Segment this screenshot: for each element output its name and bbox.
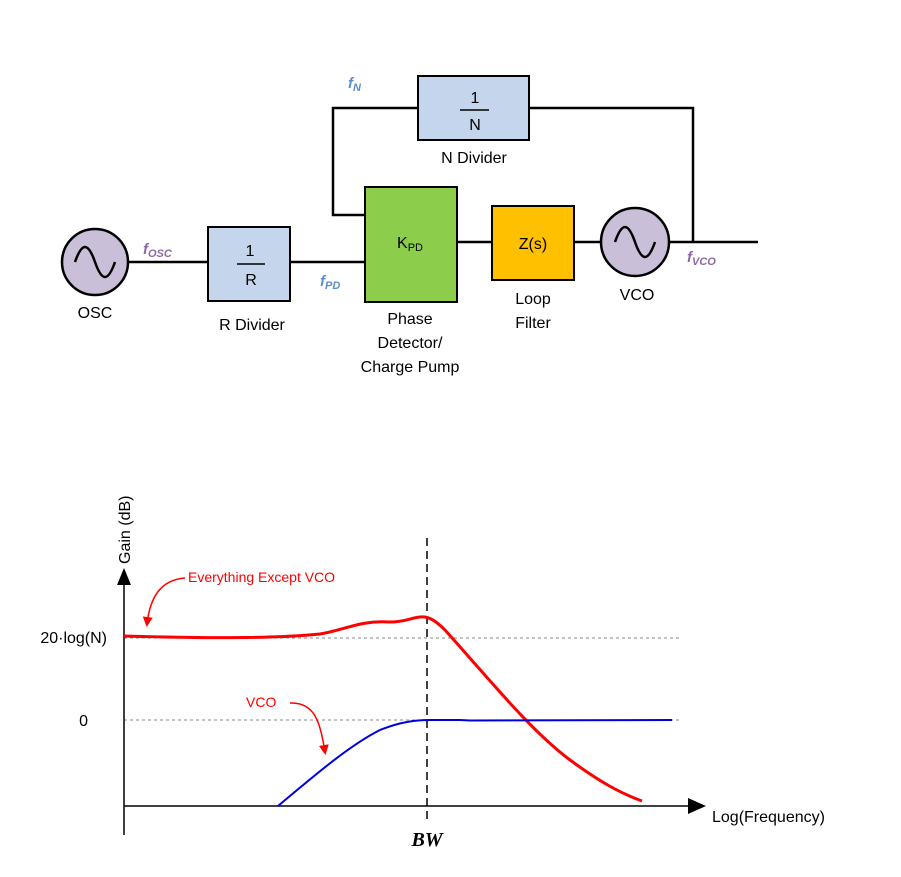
annotation-arrow-red (142, 577, 186, 627)
sine-wave-icon (613, 225, 657, 259)
wires (129, 106, 758, 264)
signal-fvco: fVCO (687, 249, 716, 268)
series-vco (277, 719, 673, 807)
bw-label: BW (410, 829, 443, 851)
sine-wave-icon (73, 245, 117, 279)
y-axis-arrow (117, 568, 131, 585)
signal-fpd: fPD (320, 273, 340, 292)
annotation-vco: VCO (246, 694, 276, 710)
vco-block: VCO (599, 206, 671, 304)
x-axis-arrow (688, 798, 706, 814)
n-divider-label: N Divider (441, 150, 507, 167)
block-diagram: OSC 1 R R Divider 1 N N Divider KPD Phas… (60, 75, 758, 376)
r-divider-label: R Divider (219, 317, 285, 334)
loop-filter-label-line-1: Loop (515, 291, 551, 308)
y-tick-zero: 0 (79, 713, 88, 730)
n-divider-box (417, 75, 530, 141)
n-divider-block: 1 N N Divider (417, 75, 530, 167)
phase-detector-box (364, 186, 458, 303)
series-everything-except-vco (123, 615, 643, 803)
r-divider-denominator: R (245, 272, 257, 289)
y-tick-20logn: 20·log(N) (40, 630, 107, 647)
loop-filter-block: Z(s) Loop Filter (491, 205, 575, 332)
r-divider-block: 1 R R Divider (207, 226, 291, 334)
x-axis-label: Log(Frequency) (712, 809, 825, 826)
annotation-arrow-vco (289, 702, 329, 755)
phase-detector-label-line-2: Detector/ (378, 335, 443, 352)
signal-fosc: fOSC (143, 241, 173, 260)
annotation-everything-except-vco: Everything Except VCO (188, 569, 335, 585)
r-divider-numerator: 1 (246, 243, 255, 260)
loop-filter-label-line-2: Filter (515, 315, 551, 332)
loop-filter-symbol: Z(s) (519, 236, 547, 253)
osc-label: OSC (78, 305, 113, 322)
y-axis-label: Gain (dB) (117, 496, 134, 564)
osc-block: OSC (60, 227, 130, 322)
vco-label: VCO (620, 287, 655, 304)
loop-filter-box (491, 205, 575, 281)
phase-detector-block: KPD Phase Detector/ Charge Pump (361, 186, 460, 376)
signal-fn: fN (348, 75, 362, 94)
phase-detector-label-line-1: Phase (387, 311, 432, 328)
phase-detector-symbol: KPD (397, 235, 423, 254)
n-divider-numerator: 1 (471, 90, 480, 107)
phase-detector-label-line-3: Charge Pump (361, 359, 460, 376)
gain-chart: Gain (dB) Log(Frequency) 20·log(N) 0 BW … (40, 496, 825, 851)
n-divider-denominator: N (469, 117, 481, 134)
